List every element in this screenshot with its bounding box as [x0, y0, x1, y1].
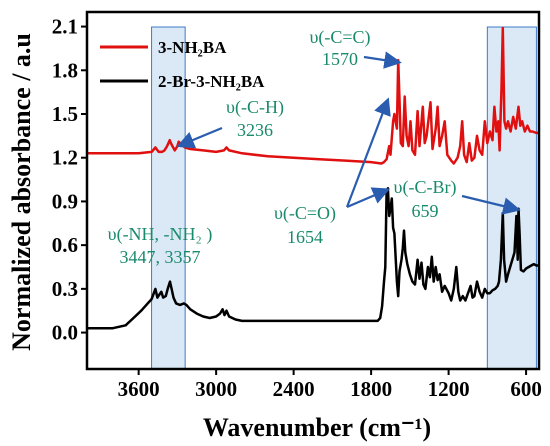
annotation-c-c: υ(-C=C) 1570 — [309, 27, 402, 69]
y-axis-ticks: 0.0 0.3 0.6 0.9 1.2 1.5 1.8 2.1 — [52, 15, 87, 345]
y-tick-label-0.6: 0.6 — [52, 233, 78, 257]
x-tick-label-2400: 2400 — [273, 377, 315, 401]
y-tick-label-0.9: 0.9 — [52, 189, 78, 213]
annotation-nh-label: υ(-NH, -NH₂ ) — [108, 224, 213, 245]
x-tick-label-3600: 3600 — [118, 377, 160, 401]
annotation-c-br-arrow — [461, 194, 521, 215]
y-tick-label-2.1: 2.1 — [52, 15, 78, 39]
annotation-c-c-value: 1570 — [322, 49, 358, 69]
x-tick-label-3000: 3000 — [195, 377, 237, 401]
series-layer — [87, 26, 539, 330]
x-tick-label-1200: 1200 — [428, 377, 470, 401]
highlight-regions — [151, 26, 537, 370]
y-tick-label-1.5: 1.5 — [52, 102, 78, 126]
y-tick-label-0.0: 0.0 — [52, 321, 78, 345]
annotation-c-c-label: υ(-C=C) — [309, 27, 370, 48]
x-axis-label: Wavenumber (cm⁻¹) — [203, 413, 431, 442]
x-tick-label-1800: 1800 — [350, 377, 392, 401]
series-line-1 — [87, 26, 539, 165]
series-line-2 — [87, 187, 539, 330]
legend-label-series-2: 2-Br-3-NH₂BA — [158, 72, 265, 91]
y-tick-label-1.2: 1.2 — [52, 146, 78, 170]
x-tick-label-600: 600 — [510, 377, 542, 401]
annotation-c-o: υ(-C=O) 1654 — [274, 97, 391, 247]
annotation-c-h-label: υ(-C-H) — [226, 97, 284, 118]
annotation-c-h: υ(-C-H) 3236 — [176, 97, 284, 149]
highlight-region-1 — [151, 26, 186, 370]
y-tick-label-0.3: 0.3 — [52, 277, 78, 301]
annotation-c-br: υ(-C-Br) 659 — [394, 177, 521, 221]
legend: 3-NH₂BA 2-Br-3-NH₂BA — [100, 38, 265, 91]
y-tick-label-1.8: 1.8 — [52, 58, 78, 82]
annotation-c-br-label: υ(-C-Br) — [394, 177, 457, 198]
plot-frame — [85, 10, 541, 371]
annotation-c-o-label: υ(-C=O) — [274, 203, 336, 224]
annotation-c-h-value: 3236 — [237, 120, 273, 140]
annotation-c-o-arrow-upper — [345, 97, 391, 208]
highlight-region-2 — [486, 26, 537, 370]
annotation-c-br-value: 659 — [412, 201, 439, 221]
legend-label-series-1: 3-NH₂BA — [158, 38, 227, 57]
annotation-c-o-value: 1654 — [287, 227, 323, 247]
annotation-nh: υ(-NH, -NH₂ ) 3447, 3357 — [108, 224, 213, 267]
annotation-c-h-arrow — [176, 126, 223, 149]
annotation-c-c-arrow — [363, 51, 402, 69]
annotation-nh-value: 3447, 3357 — [120, 247, 201, 267]
annotation-c-o-arrow-lower — [346, 187, 391, 209]
x-axis-ticks: 3600 3000 2400 1800 1200 600 — [118, 369, 542, 401]
y-axis-label: Normalized absorbance / a.u — [7, 33, 36, 351]
